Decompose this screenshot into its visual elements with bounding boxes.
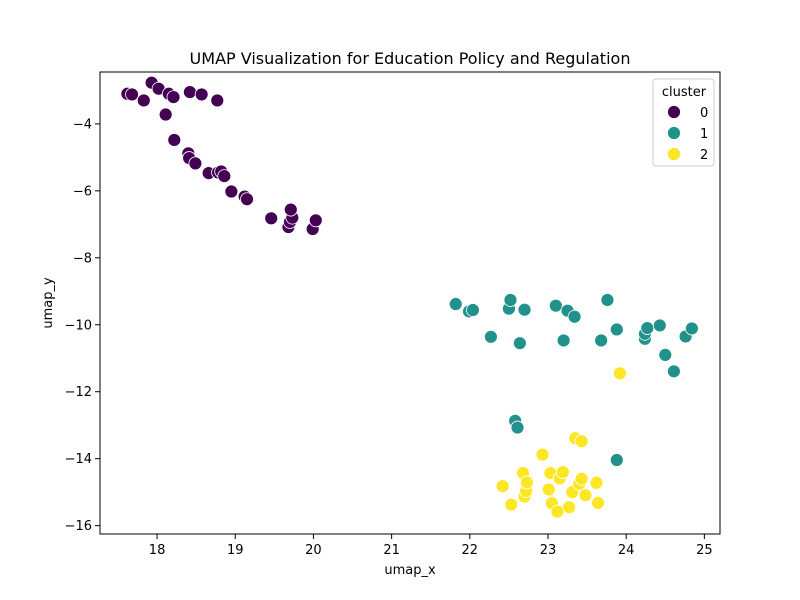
data-point-cluster-2 — [495, 479, 510, 494]
x-tick-label: 19 — [227, 543, 244, 558]
data-point-cluster-0 — [217, 169, 232, 184]
data-point-cluster-2 — [519, 475, 534, 490]
data-point-cluster-0 — [125, 87, 139, 102]
data-point-cluster-0 — [308, 213, 323, 228]
data-point-cluster-1 — [448, 297, 463, 311]
legend-label-cluster-0: 0 — [700, 106, 708, 121]
legend-title: cluster — [662, 85, 707, 100]
data-point-cluster-2 — [589, 475, 604, 490]
data-point-cluster-1 — [517, 302, 532, 317]
data-point-cluster-1 — [640, 321, 655, 336]
y-tick-label: −14 — [65, 452, 92, 467]
legend-marker-cluster-2 — [667, 147, 681, 161]
data-point-cluster-1 — [600, 293, 615, 307]
legend-entries: 0 1 2 — [667, 105, 708, 163]
data-point-cluster-2 — [574, 434, 589, 449]
x-tick-label: 20 — [305, 543, 322, 558]
data-point-cluster-2 — [541, 482, 556, 497]
data-point-cluster-1 — [609, 453, 624, 467]
data-point-cluster-0 — [264, 211, 279, 226]
y-axis-ticks: −16 −14 −12 −10 −8 −6 −4 — [65, 117, 100, 534]
data-point-cluster-2 — [550, 504, 565, 519]
data-point-cluster-1 — [684, 321, 699, 336]
data-point-cluster-1 — [510, 420, 525, 435]
y-tick-label: −8 — [73, 251, 92, 266]
data-point-cluster-0 — [188, 156, 203, 171]
plot-frame — [99, 71, 721, 535]
data-point-cluster-2 — [574, 471, 589, 486]
x-tick-label: 23 — [540, 543, 557, 558]
y-tick-label: −16 — [65, 519, 92, 534]
data-point-cluster-2 — [555, 465, 570, 479]
legend-marker-cluster-0 — [667, 105, 681, 119]
y-axis-label: umap_y — [41, 277, 56, 329]
data-point-cluster-0 — [136, 93, 151, 108]
legend-box — [652, 78, 715, 167]
x-axis-ticks: 18 19 20 21 22 23 24 25 — [149, 534, 713, 558]
data-point-cluster-2 — [562, 500, 577, 515]
data-point-cluster-1 — [512, 336, 527, 351]
data-point-cluster-1 — [594, 333, 609, 348]
data-point-cluster-1 — [548, 298, 563, 313]
data-point-cluster-0 — [224, 184, 239, 199]
data-point-cluster-2 — [613, 366, 627, 381]
y-tick-label: −10 — [65, 318, 92, 333]
data-point-cluster-0 — [167, 133, 182, 147]
legend-label-cluster-1: 1 — [700, 127, 708, 142]
data-point-cluster-0 — [210, 93, 225, 108]
data-point-cluster-2 — [504, 497, 519, 512]
data-point-cluster-2 — [535, 447, 550, 462]
y-tick-label: −4 — [73, 117, 92, 132]
data-point-cluster-1 — [658, 347, 673, 362]
data-point-cluster-1 — [666, 364, 681, 379]
data-point-cluster-0 — [183, 85, 197, 99]
data-point-cluster-1 — [609, 322, 624, 337]
x-tick-label: 24 — [618, 543, 635, 558]
x-tick-label: 22 — [462, 543, 479, 558]
legend: cluster 0 1 2 — [652, 78, 715, 167]
data-point-cluster-0 — [158, 107, 173, 122]
chart-title: UMAP Visualization for Education Policy … — [190, 49, 631, 68]
data-points — [120, 75, 699, 519]
data-point-cluster-1 — [556, 333, 571, 348]
data-point-cluster-0 — [240, 192, 254, 207]
y-tick-label: −6 — [73, 184, 92, 199]
data-point-cluster-1 — [567, 309, 582, 324]
data-point-cluster-1 — [652, 318, 667, 333]
data-point-cluster-0 — [166, 90, 181, 105]
legend-marker-cluster-1 — [667, 126, 681, 140]
data-point-cluster-0 — [194, 87, 209, 102]
data-point-cluster-1 — [466, 303, 480, 317]
x-tick-label: 21 — [383, 543, 400, 558]
x-tick-label: 18 — [149, 543, 166, 558]
data-point-cluster-1 — [484, 329, 498, 344]
x-tick-label: 25 — [696, 543, 713, 558]
data-point-cluster-0 — [283, 202, 298, 217]
legend-label-cluster-2: 2 — [700, 148, 708, 163]
data-point-cluster-1 — [503, 293, 518, 307]
data-point-cluster-2 — [578, 488, 593, 503]
data-point-cluster-2 — [591, 495, 605, 510]
x-axis-label: umap_x — [384, 563, 436, 578]
y-tick-label: −12 — [65, 385, 92, 400]
